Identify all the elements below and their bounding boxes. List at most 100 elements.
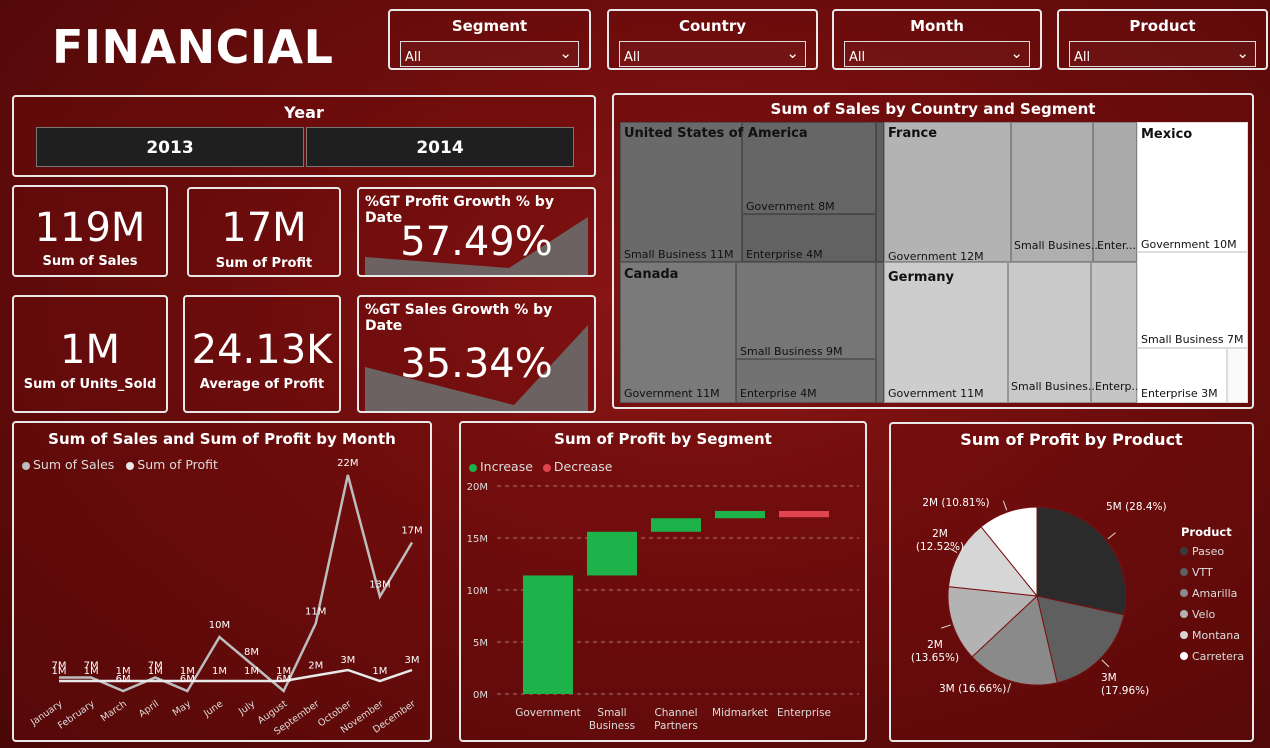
product-dropdown-value: All xyxy=(1074,50,1091,65)
sales-growth-value: 35.34% xyxy=(400,341,553,387)
treemap-canada-small-business[interactable] xyxy=(736,262,876,359)
legend-increase-label: Increase xyxy=(480,459,533,474)
line-chart-panel: Sum of Sales and Sum of Profit by Month … xyxy=(12,421,432,742)
treemap-title: Sum of Sales by Country and Segment xyxy=(770,100,1096,118)
treemap-usa-government[interactable] xyxy=(742,122,876,214)
profit-line xyxy=(59,668,413,683)
kpi-card-sales: 119M Sum of Sales xyxy=(12,185,168,277)
month-tick-label: April xyxy=(137,698,161,719)
month-dropdown[interactable]: All ⌄ xyxy=(844,41,1030,67)
sales-data-label: 7M xyxy=(148,661,163,672)
kpi-avg-profit-label: Average of Profit xyxy=(199,377,325,392)
profit-data-label: 1M xyxy=(52,666,67,677)
treemap-usa-small-business[interactable] xyxy=(620,122,742,262)
sales-growth-title: %GT Sales Growth % by Date xyxy=(365,302,553,334)
product-dropdown[interactable]: All ⌄ xyxy=(1069,41,1256,67)
profit-growth-sparkline xyxy=(365,217,588,275)
treemap-canada-enterprise[interactable] xyxy=(736,359,876,403)
treemap-label-mexico-government: Government 10M xyxy=(1141,238,1237,251)
pie-data-label: (17.96%) xyxy=(1101,685,1149,697)
sales-data-label: 6M xyxy=(276,674,291,685)
profit-data-label: 1M xyxy=(212,666,227,677)
pie-slice xyxy=(980,506,1038,598)
year-button-2014[interactable]: 2014 xyxy=(306,127,574,167)
kpi-card-units-sold: 1M Sum of Units_Sold xyxy=(12,295,168,413)
profit-growth-title: %GT Profit Growth % by Date xyxy=(365,194,554,226)
treemap-label-france-enterprise: Enter... xyxy=(1097,239,1137,252)
treemap-canada-other[interactable] xyxy=(876,262,884,403)
pie-leader-line xyxy=(948,547,958,553)
treemap-usa-other[interactable] xyxy=(876,122,884,262)
waterfall-y-tick: 15M xyxy=(467,534,488,545)
country-slicer[interactable]: Country All ⌄ xyxy=(607,9,818,70)
year-button-2013[interactable]: 2013 xyxy=(36,127,304,167)
kpi-units-value: 1M xyxy=(60,327,120,373)
line-chart-title: Sum of Sales and Sum of Profit by Month xyxy=(48,430,396,448)
pie-slice xyxy=(1036,595,1125,684)
waterfall-bar xyxy=(779,510,829,518)
kpi-card-profit: 17M Sum of Profit xyxy=(187,187,341,277)
sales-data-label: 11M xyxy=(305,607,326,618)
pie-slice xyxy=(947,526,1039,597)
pie-legend-item: Paseo xyxy=(1192,545,1224,558)
treemap-mexico-government[interactable] xyxy=(1137,122,1248,252)
country-dropdown[interactable]: All ⌄ xyxy=(619,41,806,67)
treemap-mexico-enterprise[interactable] xyxy=(1137,348,1227,403)
waterfall-y-tick: 20M xyxy=(467,482,488,493)
treemap-country-germany: Germany xyxy=(888,270,954,285)
treemap-mexico-small-business[interactable] xyxy=(1137,252,1248,348)
waterfall-bar xyxy=(651,518,701,532)
treemap-france-government[interactable] xyxy=(884,122,1011,262)
chevron-down-icon: ⌄ xyxy=(559,44,572,62)
waterfall-bar xyxy=(715,510,765,519)
treemap-label-usa-government: Government 8M xyxy=(746,200,835,213)
pie-title: Sum of Profit by Product xyxy=(960,430,1183,449)
treemap-germany-small-business[interactable] xyxy=(1008,262,1091,403)
waterfall-x-label: Enterprise xyxy=(777,707,831,719)
sales-data-label: 10M xyxy=(209,620,230,631)
treemap-usa-enterprise[interactable] xyxy=(742,214,876,262)
treemap-country-france: France xyxy=(888,126,938,141)
legend-sales-label: Sum of Sales xyxy=(33,457,115,472)
waterfall-legend: Increase Decrease xyxy=(469,459,613,474)
pie-data-label: 3M xyxy=(1101,672,1117,684)
segment-slicer[interactable]: Segment All ⌄ xyxy=(388,9,591,70)
line-chart-svg: 7M 7M 6M 7M 6M 10M 8M 6M 11M 22M 13M 17M 1M 1M 1M 1M 1M 1… xyxy=(28,458,423,738)
pie-leader-line xyxy=(1107,532,1116,540)
treemap-canada-government[interactable] xyxy=(620,262,736,403)
treemap-label-canada-enterprise: Enterprise 4M xyxy=(740,387,817,400)
sales-data-label: 13M xyxy=(369,580,390,591)
segment-dropdown[interactable]: All ⌄ xyxy=(400,41,579,67)
chevron-down-icon: ⌄ xyxy=(1010,44,1023,62)
product-slicer[interactable]: Product All ⌄ xyxy=(1057,9,1268,70)
treemap-label-usa-enterprise: Enterprise 4M xyxy=(746,248,823,261)
kpi-sales-value: 119M xyxy=(34,205,146,251)
treemap-mexico-other[interactable] xyxy=(1227,348,1248,403)
profit-data-label: 1M xyxy=(372,666,387,677)
waterfall-bar xyxy=(523,575,573,694)
legend-profit-label: Sum of Profit xyxy=(137,457,218,472)
kpi-profit-label: Sum of Profit xyxy=(215,256,313,271)
legend-profit-dot xyxy=(126,461,135,470)
waterfall-x-label: Partners xyxy=(654,720,698,732)
kpi-avg-profit-value: 24.13K xyxy=(191,327,333,373)
sales-growth-sparkline xyxy=(365,325,588,411)
treemap-france-small-business[interactable] xyxy=(1011,122,1093,262)
pie-slice xyxy=(947,586,1039,658)
treemap-area: United States of America Government 8M S… xyxy=(620,122,1248,403)
product-slicer-title: Product xyxy=(1129,17,1196,35)
sales-data-label: 7M xyxy=(52,661,67,672)
treemap-country-usa: United States of America xyxy=(624,126,808,141)
kpi-units-label: Sum of Units_Sold xyxy=(23,377,157,392)
treemap-germany-enterprise[interactable] xyxy=(1091,262,1137,403)
waterfall-y-tick: 0M xyxy=(473,690,488,701)
profit-data-label: 1M xyxy=(116,666,131,677)
month-slicer[interactable]: Month All ⌄ xyxy=(832,9,1042,70)
treemap-label-france-small-business: Small Busines... xyxy=(1014,239,1102,252)
treemap-germany-government[interactable] xyxy=(884,262,1008,403)
pie-leader-line xyxy=(1002,500,1008,511)
treemap-france-enterprise[interactable] xyxy=(1093,122,1137,262)
profit-data-label: 2M xyxy=(308,661,323,672)
month-tick-label: February xyxy=(56,698,97,731)
pie-legend-item: Montana xyxy=(1192,629,1240,642)
